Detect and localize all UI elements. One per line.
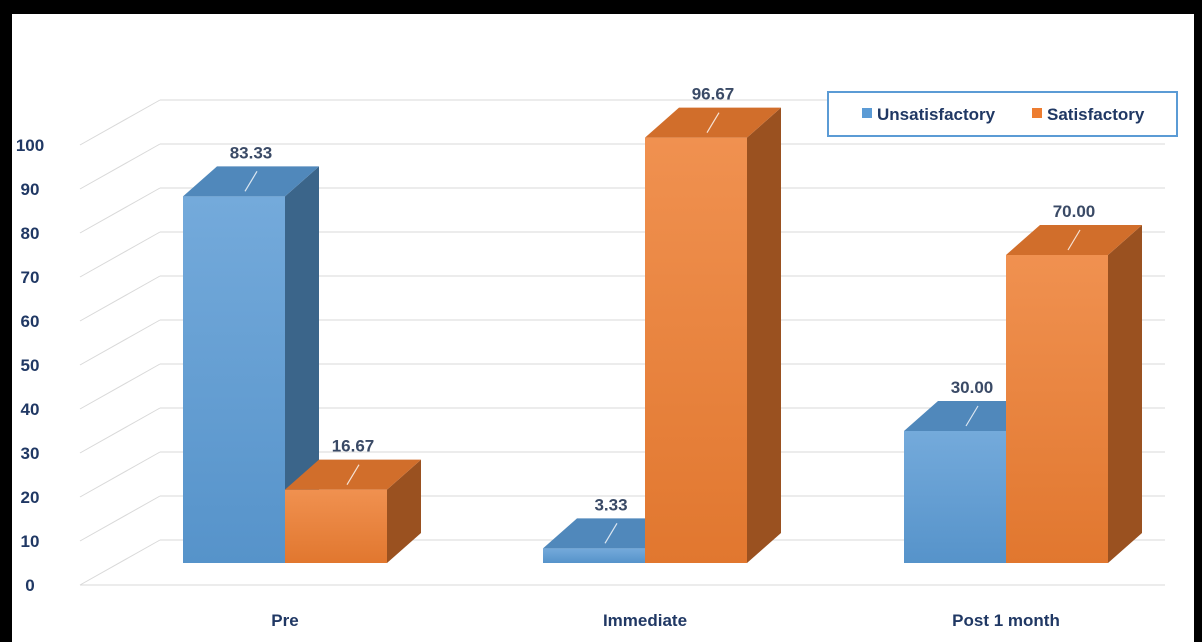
leader-line (244, 171, 258, 192)
grid-diagonal (79, 143, 161, 190)
leader-line (1067, 229, 1081, 251)
bar-front (904, 431, 1006, 563)
leader-line (604, 523, 618, 544)
grid-diagonal (79, 363, 161, 410)
data-label: 83.33 (230, 143, 273, 162)
bar-front (543, 548, 645, 563)
grid-diagonal (79, 407, 161, 454)
leader-line (965, 405, 979, 427)
grid-diagonal (79, 99, 161, 146)
bar-front (285, 489, 387, 563)
category-label: Pre (271, 611, 298, 630)
data-label: 16.67 (332, 437, 375, 456)
bar-front (1006, 255, 1108, 563)
leader-line (346, 464, 360, 485)
y-tick-label: 80 (21, 224, 40, 243)
bar-front (645, 137, 747, 564)
bar-side (747, 107, 781, 563)
legend-swatch-unsatisfactory (862, 108, 872, 118)
y-tick-label: 100 (16, 136, 44, 155)
leader-line (706, 112, 720, 133)
grid-diagonal (79, 275, 161, 322)
category-label: Immediate (603, 611, 687, 630)
data-label: 3.33 (594, 495, 627, 514)
grid-diagonal (79, 231, 161, 278)
data-label: 96.67 (692, 85, 735, 104)
bar-front (183, 196, 285, 563)
y-tick-label: 20 (21, 488, 40, 507)
y-tick-label: 0 (25, 576, 34, 595)
y-tick-label: 50 (21, 356, 40, 375)
y-tick-label: 90 (21, 180, 40, 199)
grid-diagonal (79, 319, 161, 366)
grid-diagonal (79, 451, 161, 498)
grid-diagonal (79, 495, 161, 542)
y-tick-label: 40 (21, 400, 40, 419)
bar-side (285, 166, 319, 563)
grid-diagonal (79, 187, 161, 234)
y-tick-label: 70 (21, 268, 40, 287)
y-tick-label: 10 (21, 532, 40, 551)
grid-diagonal (79, 539, 161, 586)
legend-swatch-satisfactory (1032, 108, 1042, 118)
y-tick-label: 60 (21, 312, 40, 331)
data-label: 30.00 (951, 378, 994, 397)
legend-label-satisfactory: Satisfactory (1047, 105, 1145, 124)
legend-box (827, 91, 1178, 137)
bar-side (1108, 225, 1142, 563)
data-label: 70.00 (1053, 202, 1096, 221)
category-label: Post 1 month (952, 611, 1060, 630)
bar-side (387, 459, 421, 563)
y-tick-label: 30 (21, 444, 40, 463)
legend-label-unsatisfactory: Unsatisfactory (877, 105, 996, 124)
